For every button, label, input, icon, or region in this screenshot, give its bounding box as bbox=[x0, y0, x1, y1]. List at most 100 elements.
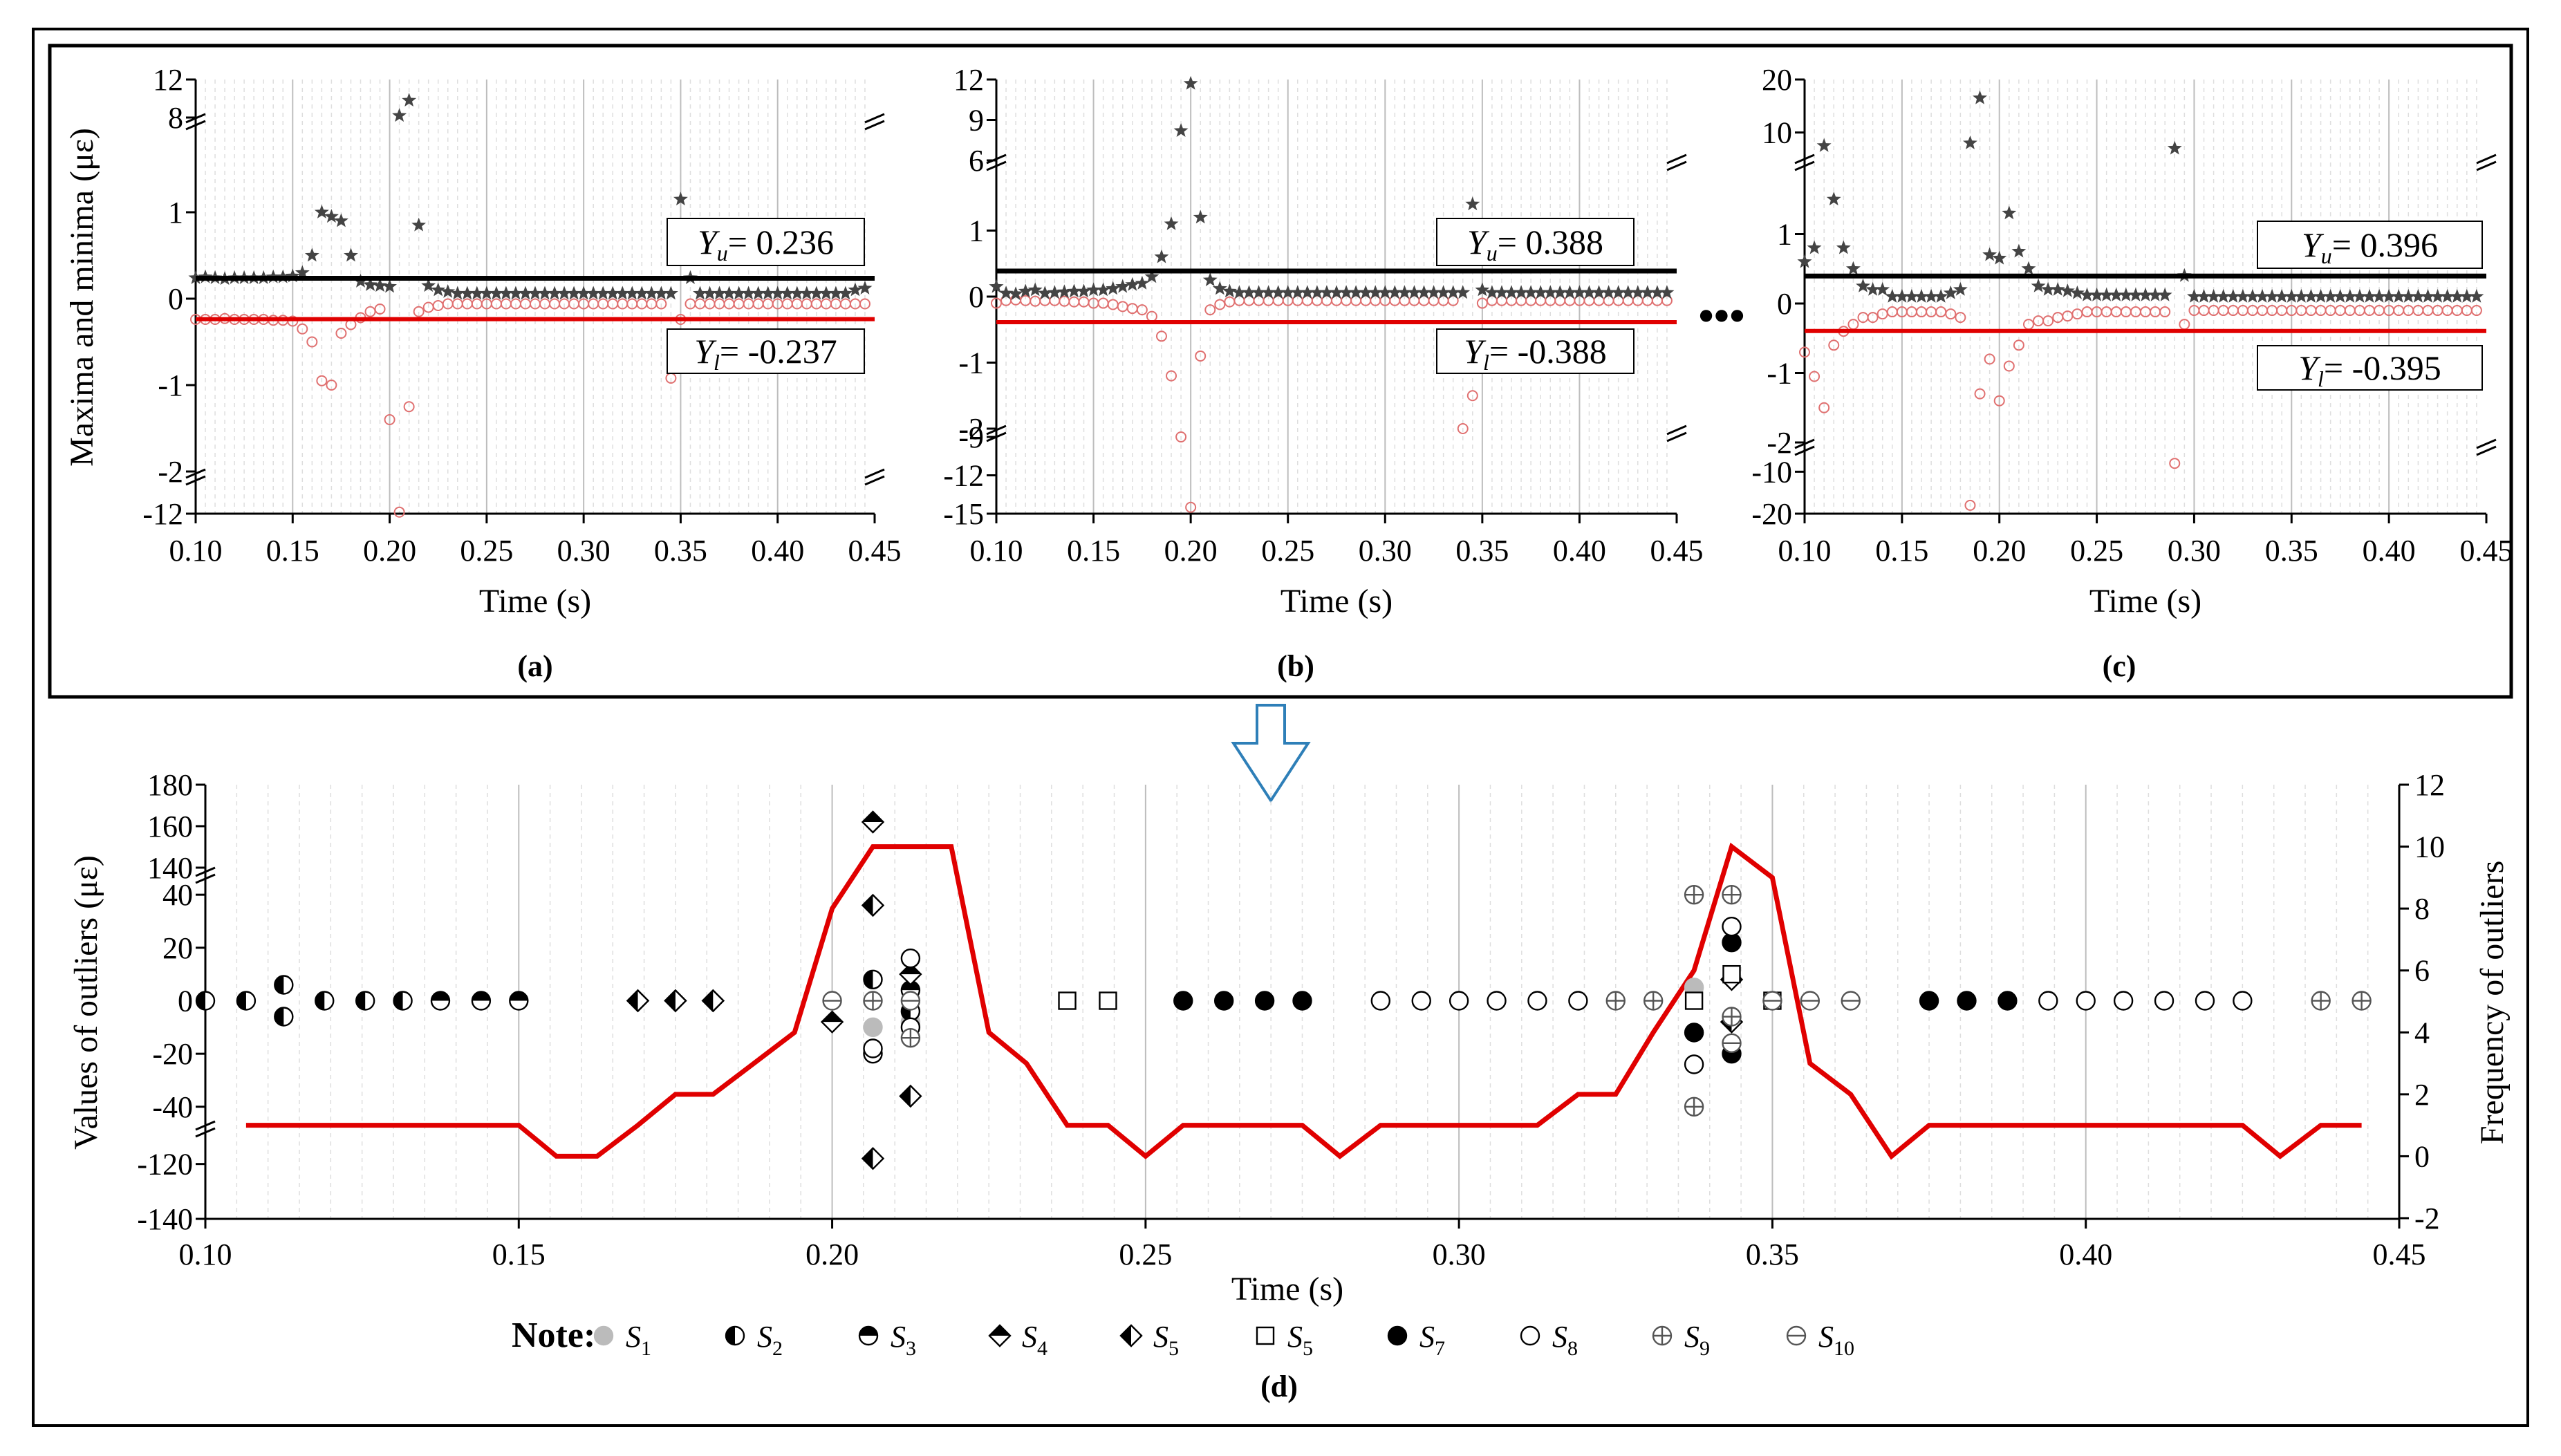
maxima-point bbox=[2060, 283, 2075, 297]
lower-threshold-label-frame bbox=[2257, 345, 2483, 391]
marker-fill bbox=[431, 991, 449, 1001]
maxima-point bbox=[1484, 285, 1500, 299]
maxima-point bbox=[1446, 285, 1461, 299]
marker-shape bbox=[1997, 991, 2018, 1011]
axis-break-mark bbox=[1666, 431, 1687, 442]
x-tick-label: 0.35 bbox=[654, 534, 707, 568]
minima-point bbox=[1955, 312, 1966, 324]
maxima-point bbox=[2372, 288, 2387, 303]
maxima-point bbox=[518, 286, 533, 300]
maxima-point bbox=[2401, 288, 2416, 303]
maxima-point bbox=[1640, 285, 1655, 299]
lower-threshold-label-var: Y bbox=[694, 332, 717, 371]
upper-threshold-label-var: Y bbox=[2302, 225, 2325, 264]
maxima-point bbox=[2197, 288, 2211, 303]
maxima-point bbox=[2040, 281, 2056, 296]
minima-point bbox=[297, 323, 308, 335]
maxima-point bbox=[1973, 90, 1987, 104]
maxima-point bbox=[605, 286, 620, 300]
maxima-point bbox=[2274, 288, 2289, 303]
maxima-point bbox=[392, 108, 407, 122]
minima-point bbox=[1867, 312, 1879, 324]
outlier-point-s5b bbox=[1099, 991, 1117, 1010]
maxima-point bbox=[1797, 254, 1812, 268]
maxima-point bbox=[1086, 282, 1101, 297]
lower-threshold-label-value: = -0.388 bbox=[1489, 332, 1607, 371]
axis-break-mark bbox=[864, 468, 885, 479]
maxima-point bbox=[761, 286, 776, 300]
maxima-point bbox=[828, 286, 844, 300]
legend-sub: 9 bbox=[1699, 1337, 1710, 1360]
maxima-point bbox=[2002, 205, 2017, 220]
maxima-point bbox=[1096, 282, 1111, 297]
minima-point bbox=[859, 298, 870, 310]
y2-tick-label: 12 bbox=[2414, 768, 2445, 802]
maxima-point bbox=[1368, 285, 1383, 299]
minima-point bbox=[1175, 431, 1187, 442]
maxima-point bbox=[479, 286, 494, 300]
maxima-point bbox=[1865, 281, 1881, 296]
maxima-point bbox=[702, 286, 717, 300]
axis-break-mark bbox=[195, 873, 216, 884]
maxima-point bbox=[2128, 287, 2143, 301]
maxima-point bbox=[2148, 287, 2163, 301]
minima-point bbox=[1974, 388, 1986, 400]
outlier-point-s9 bbox=[2352, 991, 2372, 1011]
legend-item: S9 bbox=[1652, 1320, 1710, 1360]
minima-point bbox=[1155, 330, 1167, 342]
maxima-point bbox=[2430, 288, 2445, 303]
x-tick-label: 0.40 bbox=[751, 534, 804, 568]
axis-break-mark bbox=[195, 1120, 216, 1131]
minima-point bbox=[1809, 371, 1820, 382]
maxima-point bbox=[2450, 288, 2465, 303]
minima-point bbox=[403, 401, 415, 413]
x-tick-label: 0.30 bbox=[557, 534, 611, 568]
outlier-point-s8 bbox=[2195, 991, 2215, 1011]
maxima-point bbox=[450, 286, 465, 300]
maxima-point bbox=[1621, 285, 1636, 299]
lower-threshold-label-var: Y bbox=[2298, 348, 2321, 387]
maxima-point bbox=[780, 286, 795, 300]
x-tick-label: 0.25 bbox=[1261, 534, 1314, 568]
maxima-point bbox=[1222, 283, 1237, 298]
lower-threshold-label-frame bbox=[1436, 328, 1635, 374]
legend-item: S10 bbox=[1786, 1320, 1854, 1360]
maxima-point bbox=[1232, 285, 1247, 299]
y-tick-label: 8 bbox=[168, 101, 183, 135]
x-tick-label: 0.25 bbox=[2070, 534, 2123, 568]
maxima-point bbox=[998, 286, 1014, 300]
maxima-point bbox=[2440, 288, 2455, 303]
maxima-point bbox=[2080, 287, 2094, 301]
axis-break-mark bbox=[1666, 160, 1687, 171]
outlier-point-s8 bbox=[1527, 991, 1547, 1011]
maxima-point bbox=[2031, 278, 2046, 292]
legend-sub: 2 bbox=[772, 1337, 783, 1360]
maxima-point bbox=[2069, 285, 2085, 299]
marker-fill bbox=[472, 991, 490, 1001]
marker-fill bbox=[664, 990, 676, 1011]
x-tick-label: 0.15 bbox=[1067, 534, 1120, 568]
upper-threshold-label-frame bbox=[1436, 218, 1635, 266]
maxima-point bbox=[751, 286, 766, 300]
upper-threshold-label-value: = 0.236 bbox=[728, 223, 834, 261]
panel-label: (b) bbox=[1277, 649, 1314, 683]
y-tick-label: 0 bbox=[969, 280, 984, 314]
legend-marker bbox=[725, 1325, 745, 1346]
legend-marker bbox=[858, 1325, 879, 1346]
marker-shape bbox=[1411, 991, 1431, 1011]
maxima-point bbox=[1659, 285, 1675, 299]
x-tick-label: 0.10 bbox=[169, 534, 223, 568]
axis-break-mark bbox=[2476, 438, 2497, 449]
marker-shape bbox=[1254, 991, 1275, 1011]
outlier-point-s2 bbox=[393, 991, 413, 1011]
maxima-point bbox=[1106, 281, 1121, 295]
marker-shape bbox=[863, 1038, 883, 1058]
maxima-point bbox=[2284, 288, 2299, 303]
x-tick-label: 0.35 bbox=[2265, 534, 2318, 568]
x-tick-label: 0.40 bbox=[1553, 534, 1606, 568]
upper-threshold-label-value: = 0.388 bbox=[1498, 223, 1603, 261]
marker-shape bbox=[2038, 991, 2058, 1011]
marker-fill bbox=[356, 991, 366, 1010]
maxima-point bbox=[624, 286, 640, 300]
